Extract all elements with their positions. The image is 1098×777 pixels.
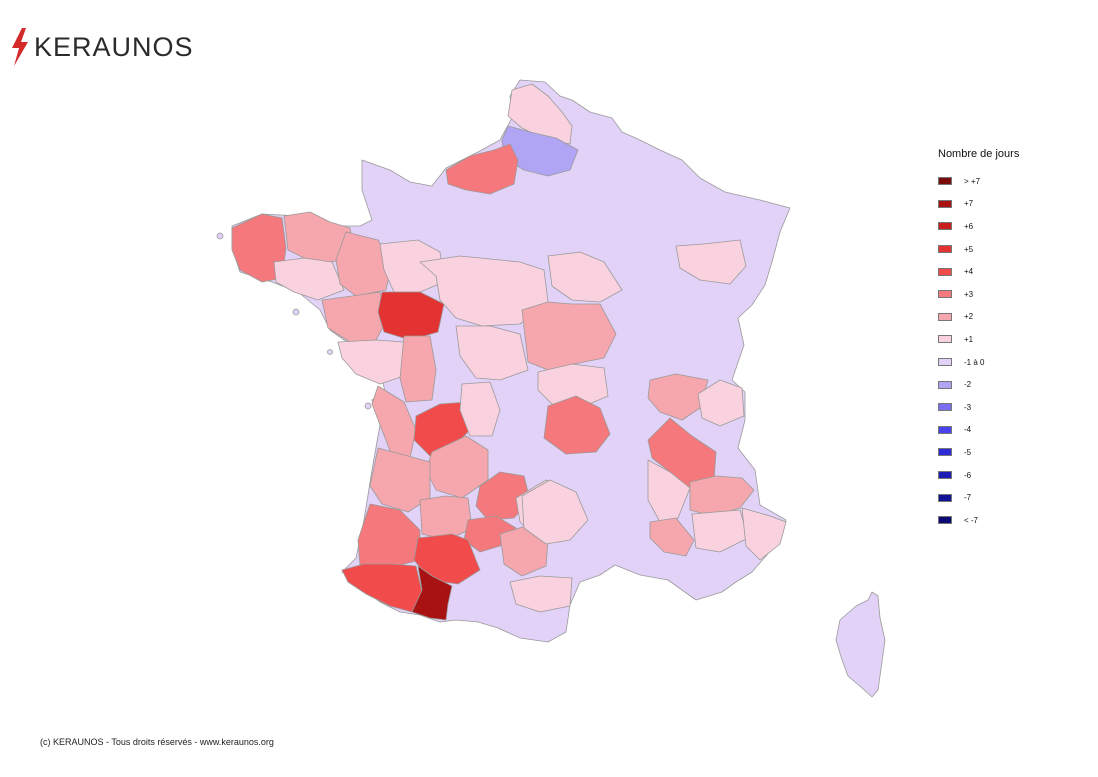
legend-item: +5	[938, 238, 1019, 261]
legend-items: > +7 +7 +6 +5 +4 +3 +2 +1 -1 à 0 -2 -3 -4 -5 -6 -7 < -7	[938, 170, 1019, 532]
legend-item: +3	[938, 283, 1019, 306]
legend-swatch	[938, 177, 952, 186]
map-island-2	[292, 308, 300, 316]
legend-label: +5	[964, 244, 974, 254]
legend-item: -1 à 0	[938, 351, 1019, 374]
legend-swatch	[938, 425, 952, 434]
map-region-drome	[647, 459, 691, 523]
map-region-centre-south	[455, 325, 529, 381]
legend-item: -3	[938, 396, 1019, 419]
map-legend: Nombre de jours > +7 +7 +6 +5 +4 +3 +2 +1 -1 à 0…	[938, 148, 1019, 532]
map-region-yonne	[547, 251, 623, 303]
legend-label: -5	[964, 447, 972, 457]
legend-item: > +7	[938, 170, 1019, 193]
legend-item: +7	[938, 193, 1019, 216]
legend-swatch	[938, 222, 952, 231]
legend-label: +4	[964, 267, 974, 277]
copyright-footer: (c) KERAUNOS - Tous droits réservés - ww…	[40, 737, 274, 747]
legend-label: +2	[964, 312, 974, 322]
legend-swatch	[938, 380, 952, 389]
legend-label: -2	[964, 380, 972, 390]
legend-label: -7	[964, 493, 972, 503]
legend-item: +2	[938, 306, 1019, 329]
legend-swatch	[938, 290, 952, 299]
map-island-3	[327, 349, 333, 355]
map-island-1	[216, 232, 224, 240]
legend-item: < -7	[938, 509, 1019, 532]
legend-item: -2	[938, 373, 1019, 396]
map-region-haute-marne	[675, 239, 747, 285]
legend-label: < -7	[964, 515, 979, 525]
map-island-4	[364, 402, 372, 410]
map-region-vaucluse	[649, 517, 695, 557]
map-region-centre-north	[419, 255, 549, 327]
map-region-haute-vienne	[459, 381, 501, 437]
legend-label: +6	[964, 221, 974, 231]
map-region-morbihan	[273, 257, 345, 301]
map-region-landes	[357, 503, 421, 567]
map-region-alpes-maritimes	[741, 507, 787, 561]
map-region-hautes-pyrenees	[411, 565, 453, 621]
map-region-pyrenees-atlantiques	[341, 563, 423, 613]
map-region-nievre	[521, 301, 617, 371]
map-region-lozere	[521, 479, 589, 545]
legend-swatch	[938, 471, 952, 480]
legend-swatch	[938, 267, 952, 276]
map-region-gironde	[369, 447, 431, 513]
legend-item: -6	[938, 464, 1019, 487]
legend-swatch	[938, 493, 952, 502]
map-region-seine-maritime	[445, 143, 519, 195]
legend-item: -5	[938, 441, 1019, 464]
legend-item: +1	[938, 328, 1019, 351]
legend-swatch	[938, 199, 952, 208]
map-region-vendee	[337, 339, 405, 385]
map-region-deux-sevres	[399, 335, 437, 403]
map-region-ain	[647, 373, 709, 421]
legend-item: +4	[938, 260, 1019, 283]
legend-item: +6	[938, 215, 1019, 238]
legend-swatch	[938, 245, 952, 254]
map-region-maine-loire	[377, 291, 445, 341]
legend-label: +3	[964, 289, 974, 299]
legend-label: -4	[964, 425, 972, 435]
map-region-haute-savoie	[697, 379, 745, 427]
map-region-corsica	[835, 591, 886, 698]
map-region-gers	[413, 533, 481, 585]
map-region-nord	[507, 83, 573, 145]
legend-swatch	[938, 312, 952, 321]
legend-label: +7	[964, 199, 974, 209]
legend-label: +1	[964, 334, 974, 344]
map-region-mayenne	[379, 239, 445, 293]
legend-swatch	[938, 516, 952, 525]
map-region-hautes-alpes	[689, 475, 755, 517]
legend-item: -7	[938, 486, 1019, 509]
legend-label: > +7	[964, 176, 981, 186]
map-region-aude	[509, 575, 573, 613]
legend-swatch	[938, 403, 952, 412]
legend-label: -6	[964, 470, 972, 480]
legend-label: -1 à 0	[964, 357, 985, 367]
legend-swatch	[938, 335, 952, 344]
map-region-loire-atlantique	[321, 291, 389, 343]
legend-label: -3	[964, 402, 972, 412]
map-region-puy-de-dome	[543, 395, 611, 455]
legend-title: Nombre de jours	[938, 148, 1020, 160]
map-region-allier	[537, 363, 609, 409]
brand-logo: KERAUNOS	[10, 28, 194, 66]
brand-name: KERAUNOS	[34, 31, 194, 62]
lightning-bolt-icon	[12, 28, 28, 66]
legend-item: -4	[938, 419, 1019, 442]
legend-swatch	[938, 448, 952, 457]
legend-swatch	[938, 358, 952, 367]
